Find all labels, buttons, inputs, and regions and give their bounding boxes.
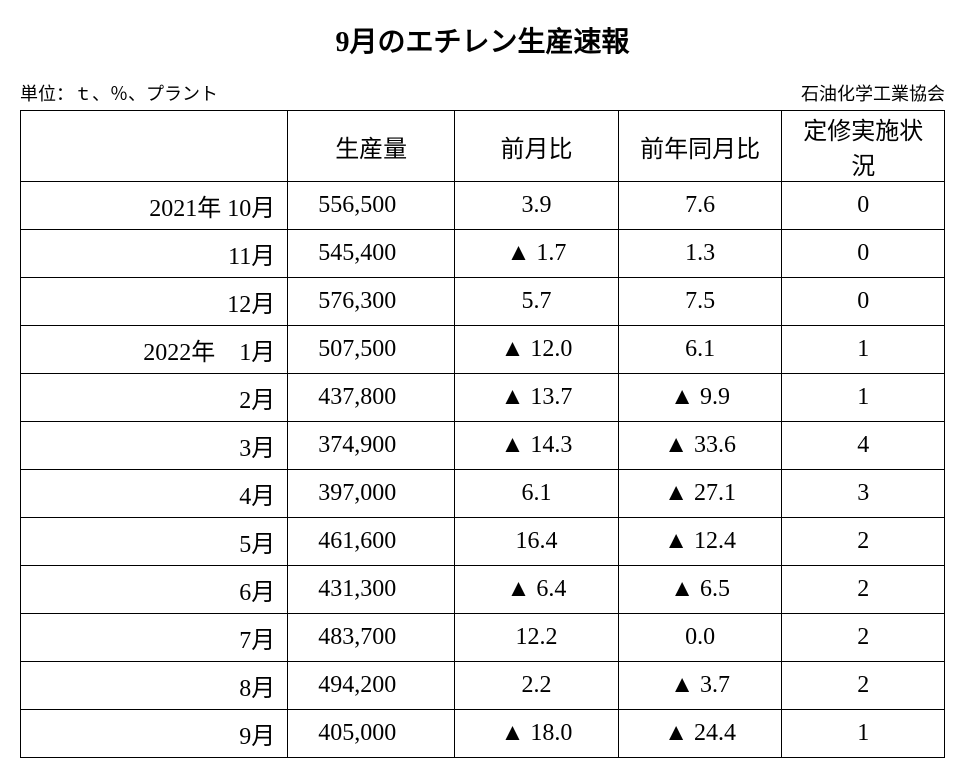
cell-period: 6月 [21, 566, 288, 614]
col-yoy: 前年同月比 [618, 111, 782, 182]
cell-mom: 6.1 [455, 470, 619, 518]
cell-mom: 3.9 [455, 182, 619, 230]
cell-period: 9月 [21, 710, 288, 758]
cell-production: 576,300 [288, 278, 455, 326]
cell-production: 405,000 [288, 710, 455, 758]
cell-period: 11月 [21, 230, 288, 278]
cell-period: 2022年 1月 [21, 326, 288, 374]
cell-yoy: 33.6 [618, 422, 782, 470]
cell-period: 8月 [21, 662, 288, 710]
cell-yoy: 6.1 [618, 326, 782, 374]
cell-yoy: 6.5 [618, 566, 782, 614]
cell-production: 507,500 [288, 326, 455, 374]
col-mom: 前月比 [455, 111, 619, 182]
table-row: 5月461,60016.412.42 [21, 518, 945, 566]
cell-mom: 5.7 [455, 278, 619, 326]
cell-maintenance: 2 [782, 662, 945, 710]
cell-maintenance: 1 [782, 710, 945, 758]
cell-mom: 2.2 [455, 662, 619, 710]
cell-production: 397,000 [288, 470, 455, 518]
cell-maintenance: 1 [782, 326, 945, 374]
cell-yoy: 7.5 [618, 278, 782, 326]
cell-mom: 12.2 [455, 614, 619, 662]
col-period [21, 111, 288, 182]
table-row: 6月431,3006.46.52 [21, 566, 945, 614]
cell-period: 7月 [21, 614, 288, 662]
data-table: 生産量 前月比 前年同月比 定修実施状況 2021年 10月556,5003.9… [20, 110, 945, 758]
cell-maintenance: 2 [782, 614, 945, 662]
cell-mom: 14.3 [455, 422, 619, 470]
cell-period: 2021年 10月 [21, 182, 288, 230]
unit-label: 単位：ｔ、％、プラント [20, 80, 218, 106]
cell-yoy: 1.3 [618, 230, 782, 278]
cell-maintenance: 2 [782, 518, 945, 566]
table-row: 8月494,2002.23.72 [21, 662, 945, 710]
cell-mom: 1.7 [455, 230, 619, 278]
cell-yoy: 9.9 [618, 374, 782, 422]
table-row: 7月483,70012.20.02 [21, 614, 945, 662]
header-row: 生産量 前月比 前年同月比 定修実施状況 [21, 111, 945, 182]
cell-mom: 16.4 [455, 518, 619, 566]
cell-maintenance: 2 [782, 566, 945, 614]
table-row: 2021年 10月556,5003.97.60 [21, 182, 945, 230]
page-title: 9月のエチレン生産速報 [20, 20, 945, 60]
cell-production: 545,400 [288, 230, 455, 278]
cell-yoy: 24.4 [618, 710, 782, 758]
table-body: 2021年 10月556,5003.97.6011月545,4001.71.30… [21, 182, 945, 758]
cell-maintenance: 3 [782, 470, 945, 518]
cell-yoy: 12.4 [618, 518, 782, 566]
top-labels: 単位：ｔ、％、プラント 石油化学工業協会 [20, 80, 945, 106]
cell-maintenance: 0 [782, 230, 945, 278]
cell-yoy: 27.1 [618, 470, 782, 518]
table-row: 4月397,0006.127.13 [21, 470, 945, 518]
table-row: 2022年 1月507,50012.06.11 [21, 326, 945, 374]
cell-yoy: 7.6 [618, 182, 782, 230]
cell-mom: 12.0 [455, 326, 619, 374]
source-label: 石油化学工業協会 [801, 80, 945, 106]
table-row: 3月374,90014.333.64 [21, 422, 945, 470]
cell-production: 556,500 [288, 182, 455, 230]
table-row: 9月405,00018.024.41 [21, 710, 945, 758]
cell-period: 3月 [21, 422, 288, 470]
cell-production: 374,900 [288, 422, 455, 470]
table-row: 2月437,80013.79.91 [21, 374, 945, 422]
cell-mom: 18.0 [455, 710, 619, 758]
table-row: 11月545,4001.71.30 [21, 230, 945, 278]
col-production: 生産量 [288, 111, 455, 182]
cell-production: 431,300 [288, 566, 455, 614]
cell-period: 12月 [21, 278, 288, 326]
cell-maintenance: 4 [782, 422, 945, 470]
cell-yoy: 3.7 [618, 662, 782, 710]
cell-production: 461,600 [288, 518, 455, 566]
table-row: 12月576,3005.77.50 [21, 278, 945, 326]
cell-period: 2月 [21, 374, 288, 422]
cell-production: 483,700 [288, 614, 455, 662]
col-maintenance: 定修実施状況 [782, 111, 945, 182]
cell-maintenance: 1 [782, 374, 945, 422]
cell-yoy: 0.0 [618, 614, 782, 662]
cell-production: 494,200 [288, 662, 455, 710]
cell-maintenance: 0 [782, 278, 945, 326]
cell-mom: 13.7 [455, 374, 619, 422]
cell-period: 5月 [21, 518, 288, 566]
cell-mom: 6.4 [455, 566, 619, 614]
cell-production: 437,800 [288, 374, 455, 422]
cell-period: 4月 [21, 470, 288, 518]
cell-maintenance: 0 [782, 182, 945, 230]
